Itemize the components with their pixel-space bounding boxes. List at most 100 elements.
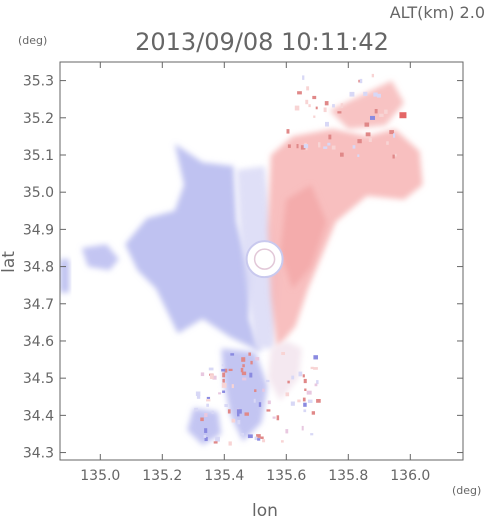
speckle bbox=[228, 441, 232, 446]
speckle bbox=[247, 434, 253, 439]
speckle bbox=[231, 384, 234, 389]
velocity-field bbox=[60, 80, 423, 446]
speckle bbox=[254, 389, 257, 393]
echo-region bbox=[125, 143, 262, 353]
speckle bbox=[255, 357, 260, 361]
speckle bbox=[306, 390, 312, 395]
y-tick-label: 35.3 bbox=[23, 74, 54, 90]
speckle bbox=[386, 141, 389, 145]
speckle bbox=[304, 388, 307, 391]
speckle bbox=[204, 428, 208, 433]
speckle bbox=[393, 133, 396, 138]
speckle bbox=[256, 434, 261, 438]
x-tick-label: 135.4 bbox=[204, 468, 244, 484]
speckle bbox=[306, 86, 310, 91]
speckle bbox=[314, 383, 318, 387]
speckle bbox=[242, 364, 245, 368]
speckle bbox=[371, 73, 375, 78]
speckle bbox=[303, 144, 309, 149]
speckle bbox=[297, 399, 301, 403]
x-tick-label: 135.6 bbox=[266, 468, 306, 484]
speckle bbox=[244, 412, 249, 416]
speckle bbox=[221, 368, 226, 372]
speckle bbox=[313, 355, 318, 360]
speckle bbox=[200, 417, 204, 422]
y-tick-label: 35.1 bbox=[23, 148, 54, 164]
speckle bbox=[287, 380, 290, 384]
speckle bbox=[215, 436, 220, 442]
speckle bbox=[302, 374, 305, 378]
speckle bbox=[287, 144, 291, 148]
y-axis-label: lat bbox=[0, 251, 19, 273]
speckle bbox=[294, 105, 300, 111]
strong-echo bbox=[370, 115, 375, 120]
speckle bbox=[221, 364, 225, 367]
speckle bbox=[253, 398, 256, 403]
speckle bbox=[241, 371, 247, 376]
echo-region bbox=[187, 407, 222, 446]
speckle bbox=[266, 379, 270, 383]
speckle bbox=[352, 145, 356, 149]
echo-region bbox=[267, 341, 302, 401]
speckle bbox=[194, 407, 198, 412]
speckle bbox=[248, 352, 251, 356]
speckle bbox=[359, 78, 363, 84]
speckle bbox=[323, 146, 328, 149]
speckle bbox=[227, 409, 231, 414]
speckle bbox=[237, 411, 240, 417]
speckle bbox=[236, 409, 242, 414]
altitude-label: ALT(km) 2.0 bbox=[390, 3, 485, 22]
speckle bbox=[301, 425, 304, 431]
speckle bbox=[340, 152, 344, 157]
speckle bbox=[211, 410, 214, 414]
speckle bbox=[302, 397, 306, 402]
speckle bbox=[222, 390, 226, 393]
echo-region bbox=[221, 348, 268, 442]
speckle bbox=[327, 142, 331, 146]
x-tick-label: 135.0 bbox=[80, 468, 120, 484]
y-tick-label: 35.0 bbox=[23, 185, 54, 201]
x-unit-label: (deg) bbox=[452, 484, 481, 497]
echo-region bbox=[280, 184, 327, 289]
speckle bbox=[240, 367, 244, 373]
speckle bbox=[266, 409, 271, 412]
speckle bbox=[286, 129, 290, 134]
speckle bbox=[254, 436, 258, 441]
speckle bbox=[303, 409, 307, 413]
y-tick-label: 34.7 bbox=[23, 297, 54, 313]
speckle bbox=[290, 401, 295, 406]
speckle bbox=[328, 134, 332, 140]
echo-region bbox=[60, 259, 70, 293]
speckle bbox=[257, 438, 261, 441]
speckle bbox=[310, 433, 314, 436]
speckle bbox=[276, 415, 280, 421]
speckle bbox=[312, 95, 317, 100]
strong-echo bbox=[399, 112, 407, 119]
speckle bbox=[332, 104, 335, 108]
echo-speckles bbox=[194, 73, 407, 446]
x-axis: 135.0 135.2 135.4 135.6 135.8 136.0 bbox=[80, 62, 430, 484]
speckle bbox=[316, 380, 319, 385]
speckle bbox=[379, 113, 384, 117]
speckle bbox=[296, 144, 299, 149]
chart-title: 2013/09/08 10:11:42 bbox=[135, 28, 389, 56]
speckle bbox=[260, 436, 264, 439]
radar-site-inner-ring bbox=[253, 248, 276, 270]
speckle bbox=[200, 372, 205, 377]
speckle bbox=[272, 416, 276, 419]
y-tick-label: 34.8 bbox=[23, 260, 54, 276]
speckle bbox=[318, 144, 321, 148]
speckle bbox=[331, 145, 336, 150]
echo-region bbox=[267, 129, 423, 349]
speckle bbox=[212, 375, 217, 380]
echo-region bbox=[81, 244, 119, 271]
speckle bbox=[323, 107, 327, 113]
speckle bbox=[305, 99, 309, 105]
speckle bbox=[249, 372, 253, 378]
speckle bbox=[267, 400, 271, 405]
speckle bbox=[368, 137, 372, 143]
speckle bbox=[291, 375, 295, 380]
speckle bbox=[222, 372, 226, 378]
speckle bbox=[311, 411, 316, 415]
x-tick-label: 135.2 bbox=[142, 468, 182, 484]
